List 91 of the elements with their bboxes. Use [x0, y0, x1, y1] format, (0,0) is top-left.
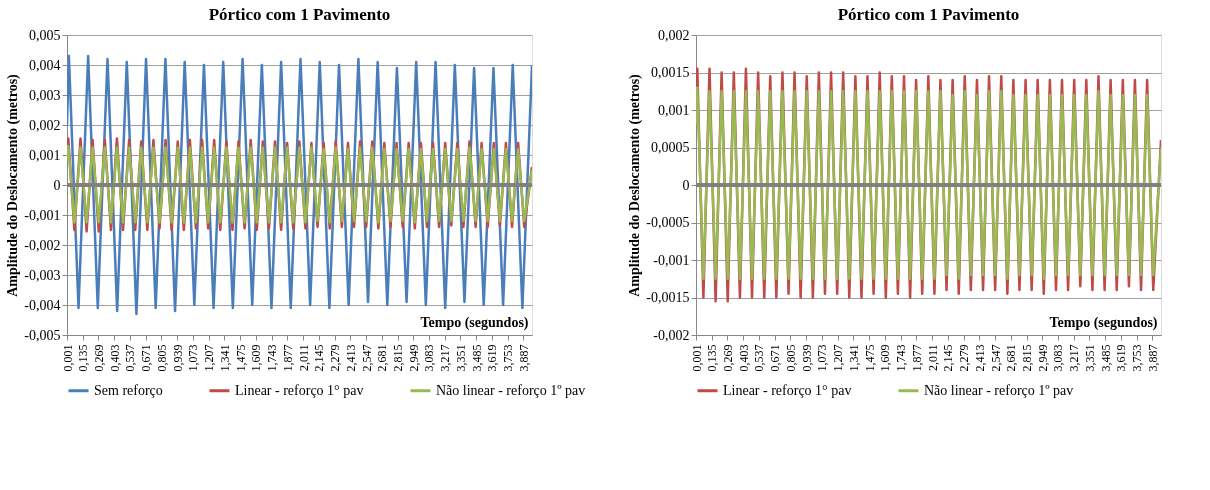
- y-axis-title: Amplitude do Deslocamento (metros): [627, 73, 644, 297]
- x-tick-label: 0,537: [123, 344, 138, 372]
- x-tick-label: 1,877: [909, 344, 924, 372]
- x-tick-label: 3,619: [1114, 344, 1129, 372]
- y-tick-label: 0,003: [29, 87, 61, 103]
- x-tick-label: 2,413: [343, 344, 358, 372]
- x-tick-label: 3,083: [1051, 344, 1066, 372]
- y-tick-label: 0: [53, 177, 61, 193]
- x-tick-label: 2,547: [988, 344, 1003, 372]
- x-tick-label: 3,217: [438, 344, 453, 372]
- x-tick-label: 1,341: [846, 344, 861, 372]
- chart-title: Pórtico com 1 Pavimento: [208, 5, 391, 24]
- y-tick-label: 0,002: [658, 27, 690, 43]
- x-tick-label: 1,475: [862, 344, 877, 372]
- x-tick-label: 0,537: [752, 344, 767, 372]
- x-tick-label: 2,145: [312, 344, 327, 372]
- x-tick-label: 1,743: [265, 344, 280, 372]
- x-tick-label: 1,073: [815, 344, 830, 372]
- y-tick-label: -0,002: [653, 327, 690, 343]
- line-series: [696, 86, 1161, 280]
- y-tick-label: 0,0005: [651, 140, 690, 155]
- x-tick-label: 2,949: [1035, 344, 1050, 372]
- y-tick-label: 0,001: [29, 147, 61, 163]
- y-tick-label: -0,003: [24, 267, 61, 283]
- x-tick-label: 1,609: [249, 344, 264, 372]
- y-tick-label: 0: [682, 177, 690, 193]
- y-tick-label: 0,0015: [651, 65, 690, 80]
- y-tick-label: -0,001: [24, 207, 61, 223]
- y-axis-title: Amplitude do Deslocamento (metros): [5, 73, 22, 297]
- y-tick-label: 0,002: [29, 117, 61, 133]
- x-tick-label: 2,949: [406, 344, 421, 372]
- x-axis-title: Tempo (segundos): [1049, 314, 1158, 331]
- y-tick-label: -0,0015: [646, 290, 690, 305]
- y-tick-label: -0,0005: [646, 215, 690, 230]
- x-tick-label: 2,011: [296, 344, 311, 372]
- line-series: [67, 144, 532, 224]
- x-tick-label: 1,341: [217, 344, 232, 372]
- legend-label: Sem reforço: [94, 382, 163, 398]
- x-tick-label: 0,939: [170, 344, 185, 372]
- x-tick-label: 1,877: [280, 344, 295, 372]
- y-tick-label: -0,005: [24, 327, 61, 343]
- x-tick-label: 3,485: [469, 344, 484, 372]
- x-tick-label: 0,805: [783, 344, 798, 372]
- x-tick-label: 0,939: [799, 344, 814, 372]
- y-tick-label: 0,004: [29, 57, 61, 73]
- x-tick-label: 2,815: [391, 344, 406, 372]
- x-tick-label: 3,887: [516, 344, 531, 372]
- x-tick-label: 0,671: [768, 344, 783, 372]
- legend-label: Não linear - reforço 1º pav: [436, 382, 586, 398]
- y-tick-label: 0,005: [29, 27, 61, 43]
- x-tick-label: 3,753: [501, 344, 516, 372]
- y-tick-label: -0,004: [24, 297, 61, 313]
- legend-label: Linear - reforço 1° pav: [235, 382, 364, 398]
- x-tick-label: 1,743: [894, 344, 909, 372]
- x-tick-label: 3,887: [1145, 344, 1160, 372]
- x-tick-label: 3,351: [453, 344, 468, 372]
- x-tick-label: 2,547: [359, 344, 374, 372]
- y-tick-label: -0,001: [653, 252, 690, 268]
- x-tick-label: 2,815: [1020, 344, 1035, 372]
- x-tick-label: 1,609: [878, 344, 893, 372]
- x-axis-title: Tempo (segundos): [420, 314, 529, 331]
- x-tick-label: 0,269: [91, 344, 106, 372]
- chart-title: Pórtico com 1 Pavimento: [837, 5, 1020, 24]
- x-tick-label: 0,805: [154, 344, 169, 372]
- x-tick-label: 0,403: [107, 344, 122, 372]
- x-tick-label: 0,269: [720, 344, 735, 372]
- x-tick-label: 1,207: [202, 344, 217, 372]
- x-tick-label: 2,681: [1004, 344, 1019, 372]
- x-tick-label: 2,145: [941, 344, 956, 372]
- x-tick-label: 3,619: [485, 344, 500, 372]
- x-tick-label: 0,135: [705, 344, 720, 372]
- x-tick-label: 2,011: [925, 344, 940, 372]
- x-tick-label: 1,475: [233, 344, 248, 372]
- x-tick-label: 2,279: [328, 344, 343, 372]
- legend-label: Linear - reforço 1° pav: [723, 382, 852, 398]
- y-tick-label: -0,002: [24, 237, 61, 253]
- x-tick-label: 3,083: [422, 344, 437, 372]
- x-tick-label: 2,681: [375, 344, 390, 372]
- x-tick-label: 1,207: [831, 344, 846, 372]
- x-tick-label: 3,351: [1082, 344, 1097, 372]
- x-tick-label: 3,217: [1067, 344, 1082, 372]
- x-tick-label: 0,671: [139, 344, 154, 372]
- legend-label: Não linear - reforço 1º pav: [924, 382, 1074, 398]
- x-tick-label: 3,753: [1130, 344, 1145, 372]
- x-tick-label: 1,073: [186, 344, 201, 372]
- y-tick-label: 0,001: [658, 102, 690, 118]
- x-tick-label: 2,279: [957, 344, 972, 372]
- x-tick-label: 0,135: [76, 344, 91, 372]
- x-tick-label: 2,413: [972, 344, 987, 372]
- x-tick-label: 0,403: [736, 344, 751, 372]
- x-tick-label: 3,485: [1098, 344, 1113, 372]
